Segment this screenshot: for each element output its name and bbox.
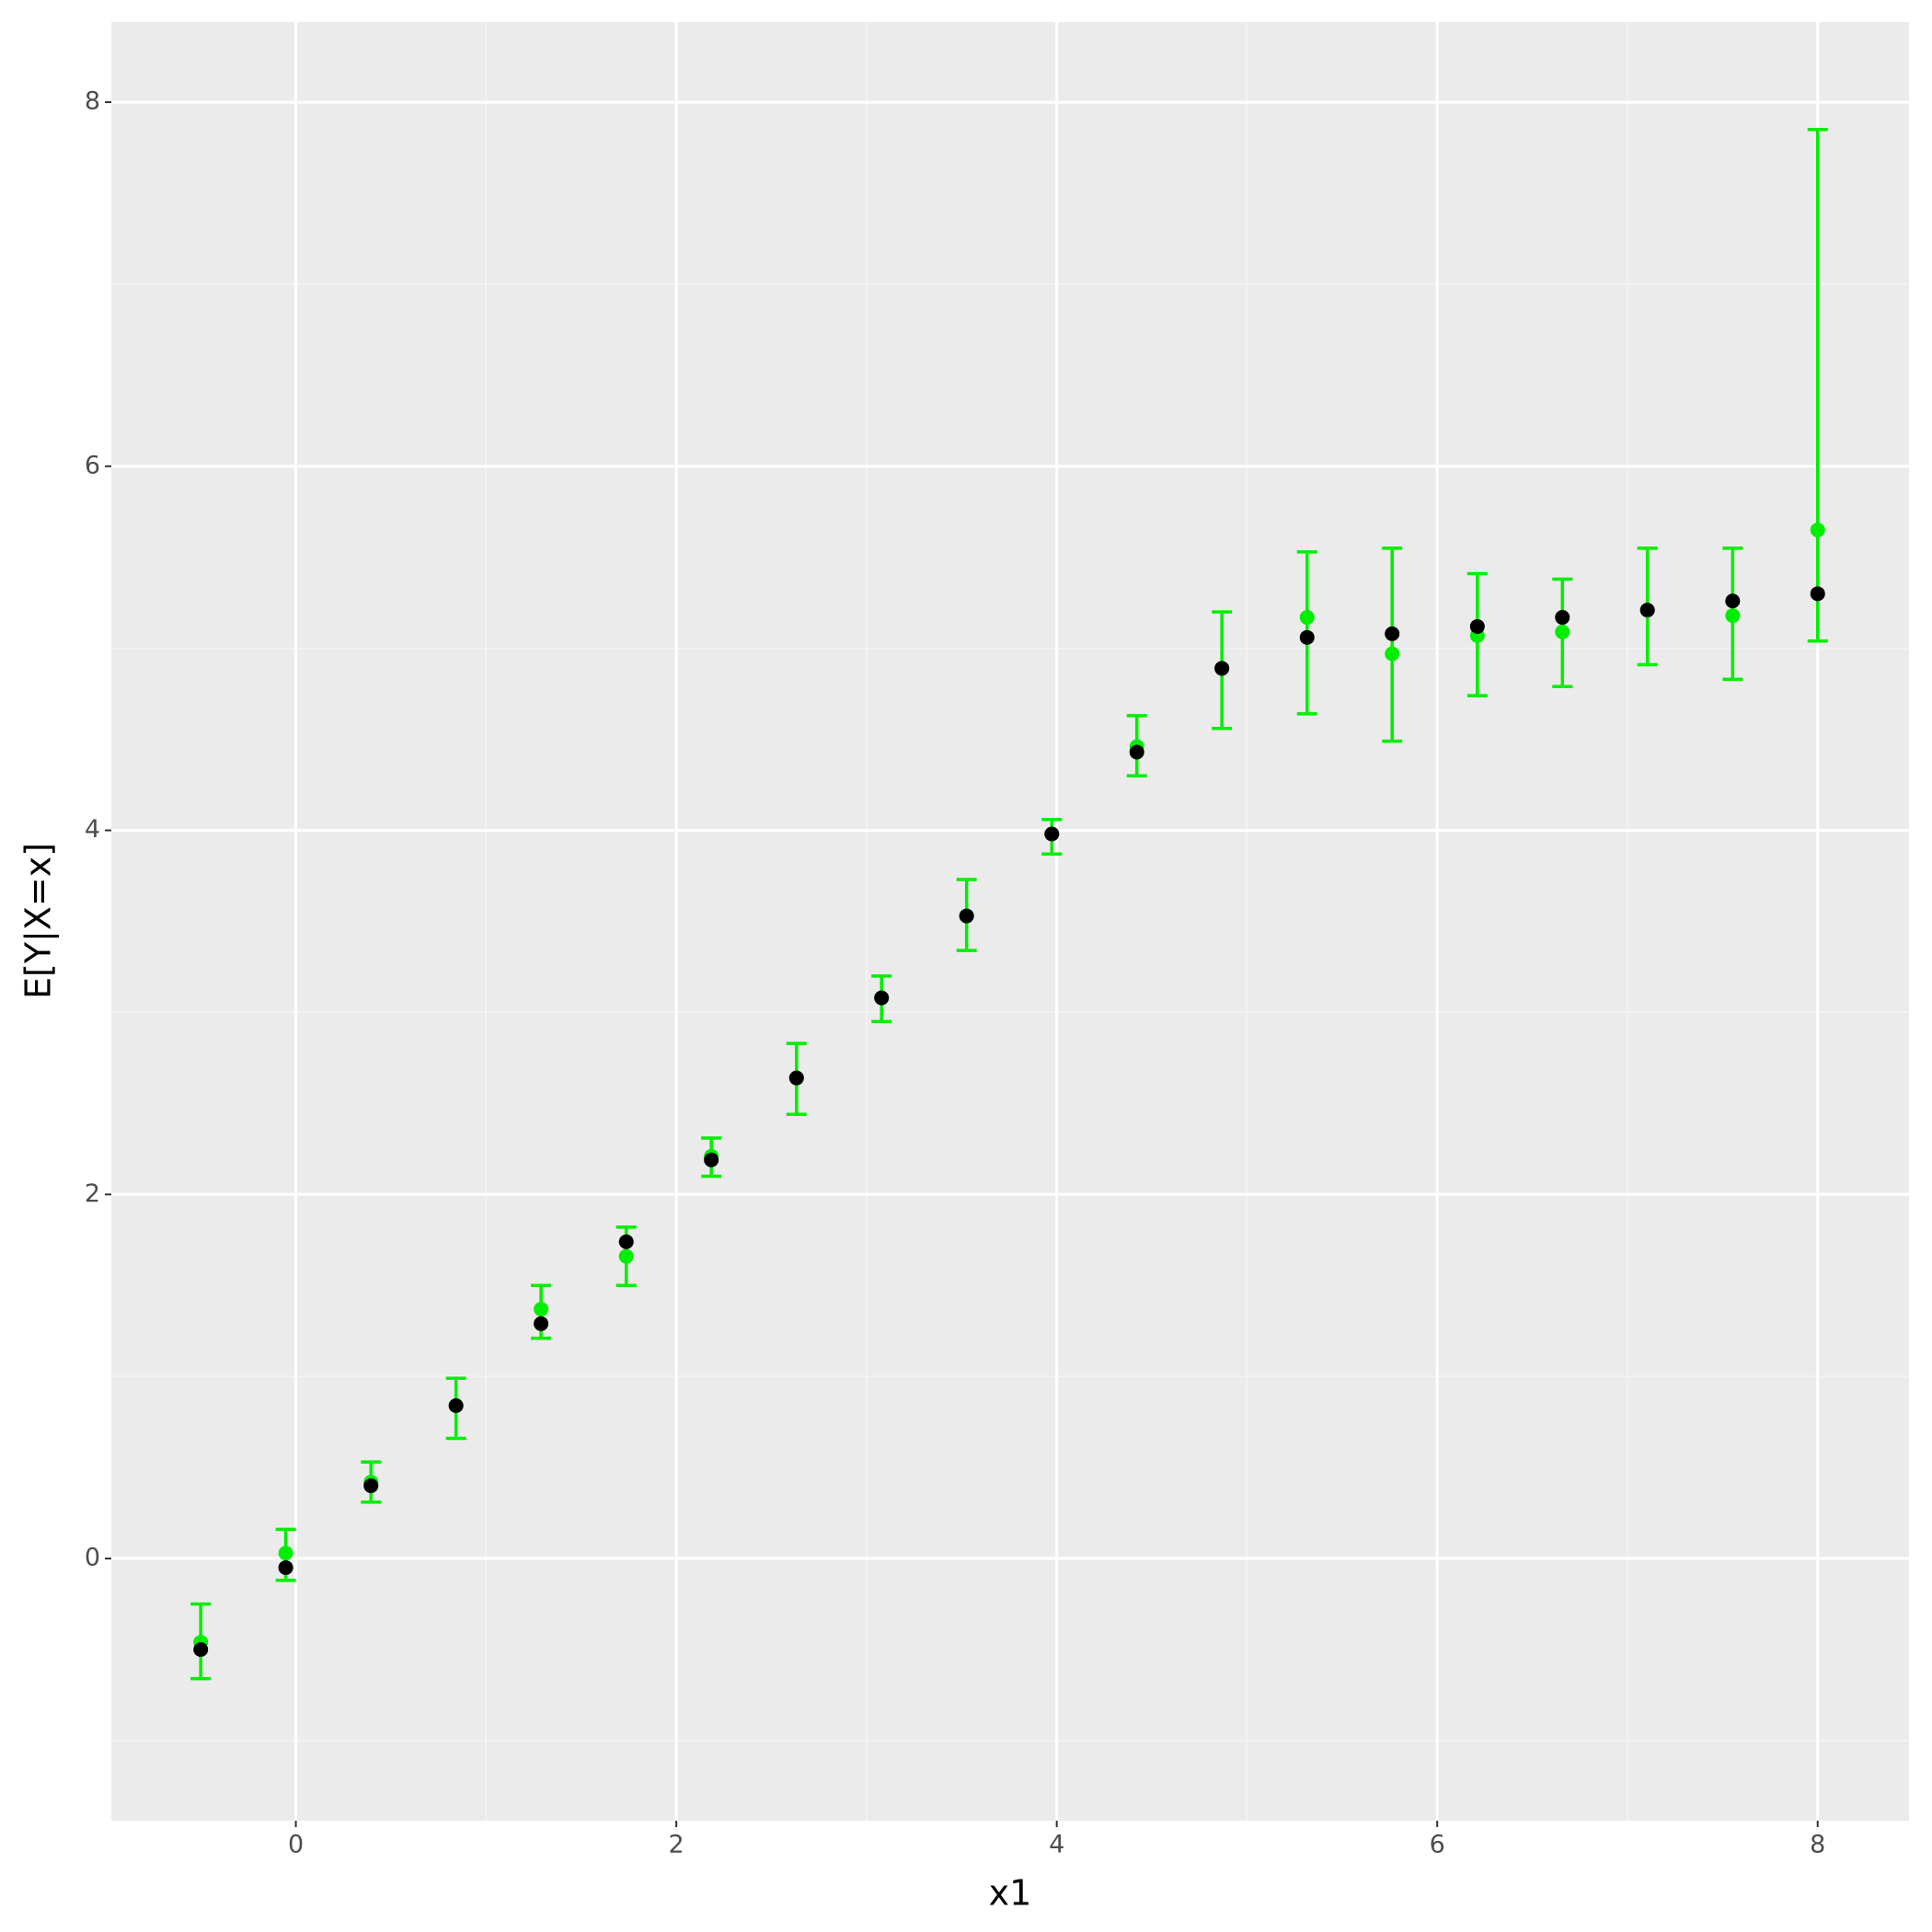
point (363, 1478, 379, 1493)
point (1639, 603, 1655, 618)
point (1214, 661, 1230, 676)
y-tick-label: 8 (85, 87, 100, 116)
y-tick-label: 4 (85, 815, 100, 844)
point (1469, 618, 1485, 634)
y-tick-label: 6 (85, 451, 100, 479)
point (959, 908, 974, 924)
error-bar (1807, 127, 1828, 643)
x-tick-label: 4 (1049, 1831, 1064, 1859)
point (1810, 586, 1825, 602)
x-tick-label: 0 (288, 1831, 304, 1859)
point (1385, 626, 1400, 641)
point (618, 1248, 634, 1264)
point (278, 1546, 293, 1561)
point (448, 1397, 464, 1413)
point (193, 1641, 209, 1657)
x-axis-title: x1 (989, 1873, 1032, 1914)
point (1299, 629, 1315, 645)
x-tick-label: 8 (1810, 1831, 1825, 1859)
point (1725, 593, 1741, 609)
point (1555, 624, 1570, 639)
x-tick-label: 6 (1430, 1831, 1445, 1859)
point (1555, 610, 1570, 626)
y-tick-label: 0 (85, 1544, 100, 1572)
point (788, 1070, 804, 1086)
y-axis-title: E[Y|X=x] (18, 843, 60, 999)
y-tick-label: 2 (85, 1179, 100, 1208)
point (1129, 744, 1144, 760)
panel (111, 22, 1909, 1821)
point (534, 1301, 549, 1317)
point (1385, 646, 1400, 661)
error-bar (1382, 546, 1403, 743)
point (874, 990, 890, 1006)
point (618, 1234, 634, 1249)
point (704, 1152, 719, 1167)
point (1725, 608, 1741, 624)
x-tick-label: 2 (669, 1831, 684, 1859)
point (1810, 523, 1825, 538)
point (1044, 826, 1060, 842)
point (534, 1316, 549, 1331)
point (278, 1559, 293, 1575)
point (1299, 610, 1315, 626)
